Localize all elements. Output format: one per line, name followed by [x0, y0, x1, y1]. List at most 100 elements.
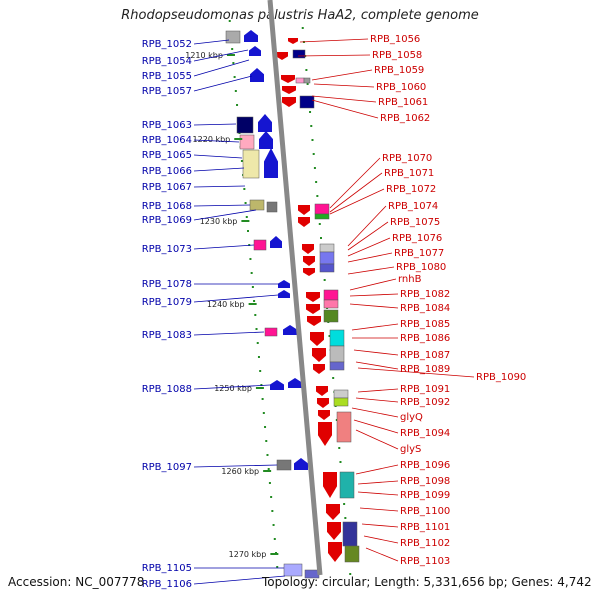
label-leader-line: [351, 407, 399, 418]
scale-tick-label: 1240 kbp: [207, 300, 245, 309]
scale-tick-label: 1220 kbp: [193, 135, 231, 144]
guide-dot: [272, 524, 275, 526]
genome-backbone: [267, 0, 323, 576]
gene-block: [339, 471, 355, 499]
gene-block: [283, 563, 303, 577]
gene-label-left: RPB_1088: [142, 384, 192, 395]
gene-label-right: glyS: [400, 444, 421, 455]
gene-label-right: RPB_1085: [400, 319, 450, 330]
guide-dot: [231, 48, 234, 50]
label-leader-line: [299, 38, 369, 43]
guide-dot: [261, 398, 264, 400]
gene-arrow: [288, 38, 298, 44]
guide-dot: [262, 412, 265, 414]
guide-dot: [265, 440, 268, 442]
gene-arrow: [302, 244, 314, 254]
guide-dot: [273, 538, 276, 540]
label-leader-line: [193, 209, 257, 221]
gene-label-right: RPB_1100: [400, 506, 450, 517]
gene-block: [336, 411, 352, 443]
gene-label-left: RPB_1064: [142, 135, 192, 146]
gene-block: [319, 263, 335, 273]
guide-dot: [301, 27, 304, 29]
gene-block: [323, 289, 339, 301]
gene-label-right: RPB_1061: [378, 97, 428, 108]
gene-block: [276, 459, 292, 471]
label-leader-line: [353, 349, 399, 356]
gene-arrow: [327, 522, 341, 540]
gene-block: [314, 203, 330, 215]
gene-label-right: RPB_1084: [400, 303, 450, 314]
guide-dot: [332, 377, 335, 379]
gene-block: [329, 345, 345, 363]
gene-block: [333, 389, 349, 399]
guide-dot: [268, 482, 271, 484]
guide-dot: [257, 356, 260, 358]
gene-arrow: [282, 86, 296, 94]
label-leader-line: [355, 361, 399, 370]
gene-label-left: RPB_1066: [142, 166, 192, 177]
gene-label-right: RPB_1056: [370, 34, 420, 45]
gene-label-left: RPB_1097: [142, 462, 192, 473]
gene-label-right: RPB_1102: [400, 538, 450, 549]
label-leader-line: [193, 154, 243, 159]
gene-block: [319, 243, 335, 253]
guide-dot: [247, 230, 249, 232]
gene-features: [225, 30, 360, 579]
guide-dot: [323, 279, 326, 281]
left-gene-labels: RPB_1052 RPB_1054 RPB_1055 RPB_1057 RPB_1063…: [142, 39, 286, 590]
guide-dot: [240, 160, 243, 162]
gene-arrow: [264, 148, 278, 178]
gene-block: [253, 239, 267, 251]
label-leader-line: [329, 188, 385, 215]
gene-block: [242, 149, 260, 179]
gene-arrow: [276, 52, 288, 60]
gene-block: [323, 309, 339, 323]
label-leader-line: [359, 507, 399, 512]
gene-block: [319, 251, 335, 265]
label-leader-line: [357, 491, 399, 496]
label-leader-line: [193, 59, 250, 77]
label-leader-line: [347, 221, 389, 251]
gene-arrow: [259, 131, 273, 149]
gene-label-right: RPB_1058: [372, 50, 422, 61]
gene-label-right: RPB_1101: [400, 522, 450, 533]
label-leader-line: [193, 575, 286, 585]
label-leader-line: [193, 167, 245, 172]
label-leader-line: [347, 205, 387, 247]
label-leader-line: [347, 266, 395, 275]
label-leader-line: [311, 95, 377, 103]
gene-arrow: [270, 236, 282, 248]
gene-arrow: [306, 292, 320, 302]
gene-arrow: [326, 504, 340, 520]
gene-label-right: RPB_1072: [386, 184, 436, 195]
gene-arrow: [317, 398, 329, 408]
gene-arrow: [298, 205, 310, 215]
scale-ticks: 1210 kbp 1220 kbp 1230 kbp 1240 kbp 1250 kbp…: [185, 51, 279, 559]
scale-tick-label: 1210 kbp: [185, 51, 223, 60]
scale-tick-label: 1250 kbp: [214, 384, 252, 393]
label-leader-line: [193, 384, 271, 390]
gene-arrow: [250, 68, 264, 82]
guide-dot: [306, 83, 309, 85]
gene-arrow: [303, 268, 315, 276]
accession-text: Accession: NC_007778: [8, 575, 145, 589]
guide-dot: [234, 90, 237, 92]
gene-block: [333, 397, 349, 407]
gene-block: [239, 134, 255, 150]
label-leader-line: [193, 331, 265, 336]
label-leader-line: [193, 204, 251, 207]
guide-dot: [349, 573, 352, 575]
gene-label-right: RPB_1086: [400, 333, 450, 344]
gene-label-right: RPB_1087: [400, 350, 450, 361]
gene-label-left: RPB_1083: [142, 330, 192, 341]
label-leader-line: [193, 123, 237, 126]
label-leader-line: [193, 75, 253, 92]
label-leader-line: [357, 367, 475, 378]
gene-arrow: [288, 378, 302, 388]
gene-label-left: RPB_1068: [142, 201, 192, 212]
label-leader-line: [311, 99, 379, 119]
gene-arrow: [278, 280, 290, 288]
gene-label-right: RPB_1098: [400, 476, 450, 487]
gene-label-left: RPB_1069: [142, 215, 192, 226]
